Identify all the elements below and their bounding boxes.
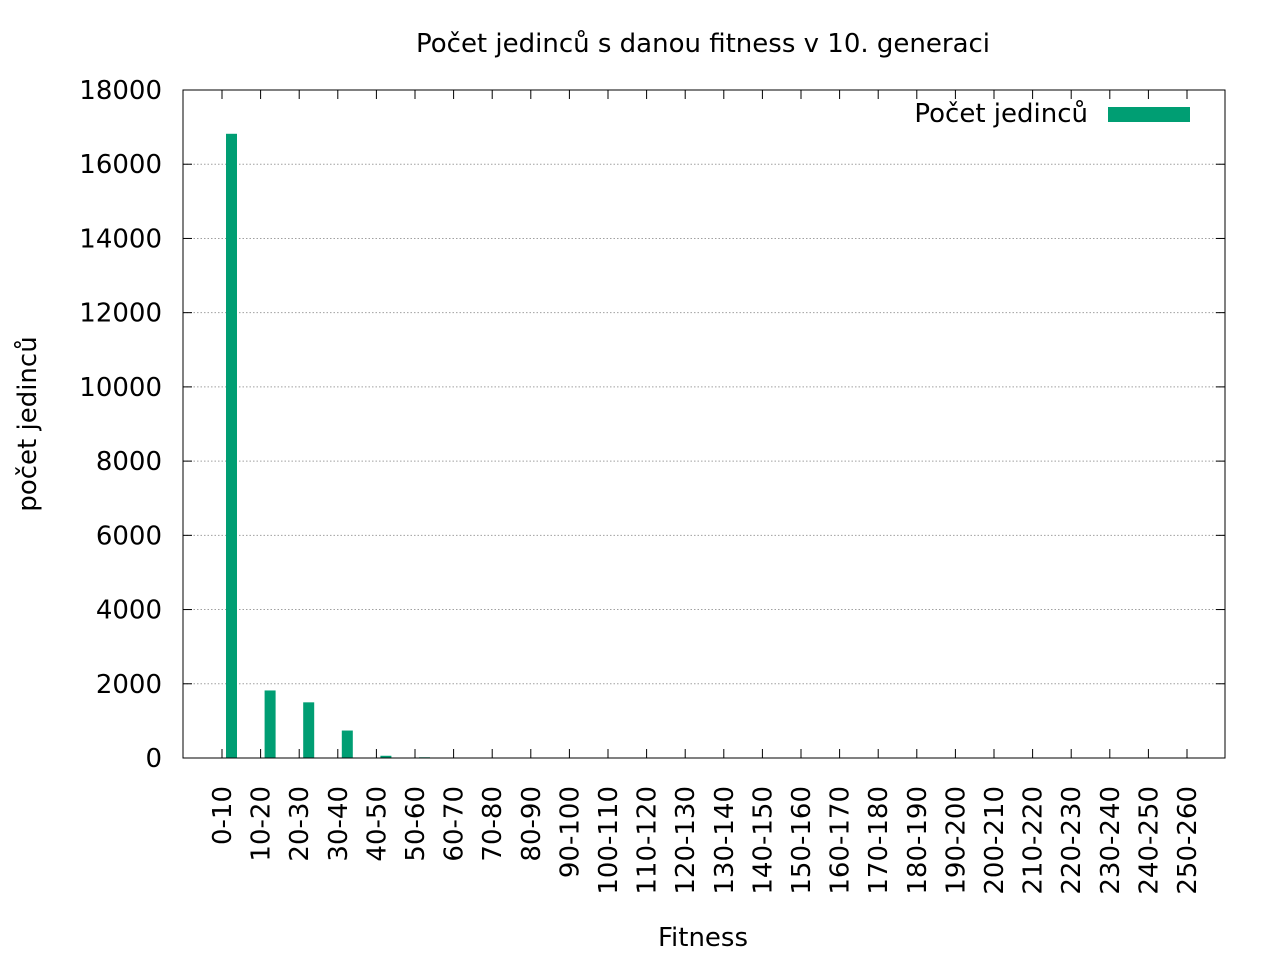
y-tick-label: 18000 (79, 76, 162, 106)
x-tick-label: 230-240 (1096, 786, 1126, 895)
axis-ticks (183, 89, 1225, 759)
x-tick-label: 50-60 (401, 786, 431, 862)
x-tick-label: 210-220 (1019, 786, 1049, 895)
x-tick-labels: 0-10 10-20 20-30 30-40 40-50 50-60 60-70 70-80 8… (208, 786, 1203, 895)
x-tick-label: 80-90 (517, 786, 547, 862)
x-tick-label: 120-130 (671, 786, 701, 895)
x-tick-label: 90-100 (555, 786, 585, 878)
x-tick-label: 20-30 (285, 786, 315, 862)
y-tick-label: 0 (145, 744, 162, 774)
x-tick-label: 190-200 (941, 786, 971, 895)
bar-10-20 (264, 690, 276, 758)
grid-lines (183, 163, 1225, 685)
bar-0-10 (226, 133, 237, 758)
x-tick-label: 250-260 (1173, 786, 1203, 895)
y-tick-label: 14000 (79, 224, 162, 254)
x-tick-label: 130-140 (710, 786, 740, 895)
chart-title: Počet jedinců s danou fitness v 10. gene… (416, 29, 990, 59)
y-tick-label: 8000 (96, 447, 162, 477)
bars (226, 133, 430, 758)
x-tick-label: 200-210 (980, 786, 1010, 895)
x-tick-label: 150-160 (787, 786, 817, 895)
y-tick-label: 16000 (79, 150, 162, 180)
y-tick-label: 2000 (96, 670, 162, 700)
bar-20-30 (303, 702, 315, 758)
bar-30-40 (341, 730, 353, 758)
legend-swatch (1108, 107, 1190, 122)
y-tick-label: 10000 (79, 373, 162, 403)
x-tick-label: 240-250 (1134, 786, 1164, 895)
x-tick-label: 70-80 (478, 786, 508, 862)
y-tick-label: 4000 (96, 596, 162, 626)
x-tick-label: 100-110 (594, 786, 624, 895)
x-tick-label: 140-150 (748, 786, 778, 895)
x-tick-label: 160-170 (826, 786, 856, 895)
y-tick-labels: 0 2000 4000 6000 8000 10000 12000 14000 16000 180… (79, 76, 162, 774)
x-tick-label: 110-120 (633, 786, 663, 895)
x-tick-label: 10-20 (247, 786, 277, 862)
plot-frame (182, 89, 1226, 759)
x-tick-label: 30-40 (324, 786, 354, 862)
y-axis-label: počet jedinců (13, 336, 43, 511)
y-tick-label: 12000 (79, 299, 162, 329)
x-tick-label: 60-70 (440, 786, 470, 862)
x-tick-label: 40-50 (362, 786, 392, 862)
x-axis-label: Fitness (658, 923, 748, 953)
y-tick-label: 6000 (96, 521, 162, 551)
x-tick-label: 180-190 (903, 786, 933, 895)
x-tick-label: 170-180 (864, 786, 894, 895)
x-tick-label: 0-10 (208, 786, 238, 845)
x-tick-label: 220-230 (1057, 786, 1087, 895)
bar-40-50 (380, 755, 392, 758)
legend: Počet jedinců (914, 99, 1190, 129)
legend-label: Počet jedinců (914, 99, 1088, 129)
